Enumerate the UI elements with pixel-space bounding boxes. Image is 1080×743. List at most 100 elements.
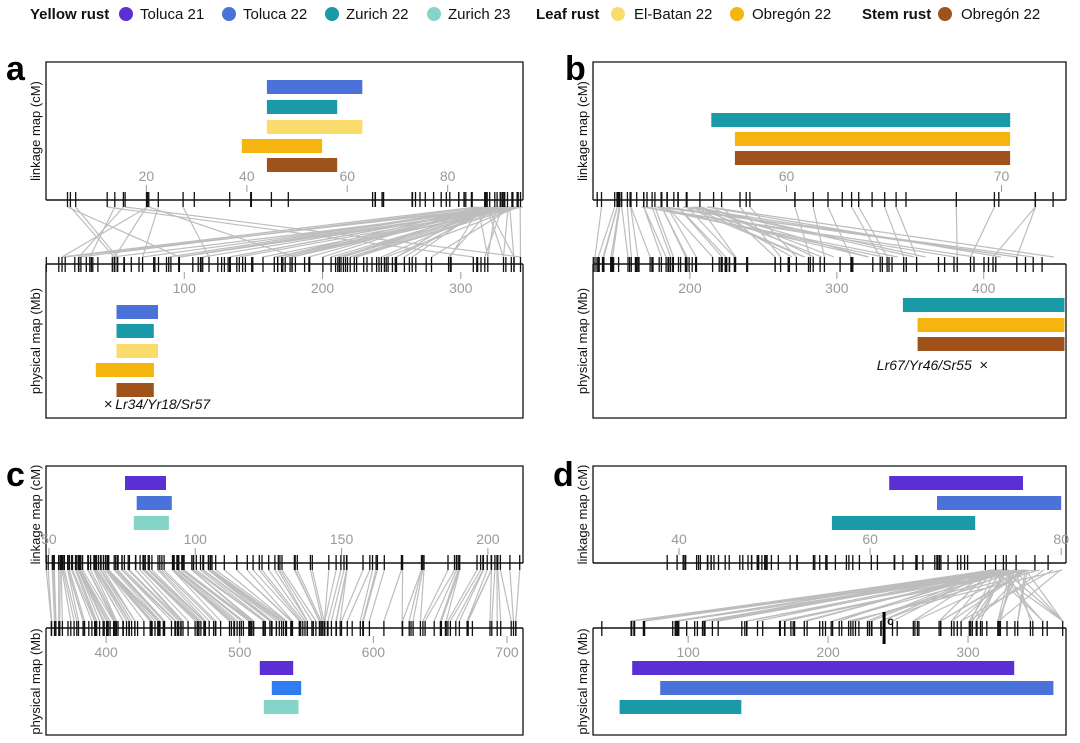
physical-interval-bar xyxy=(263,700,299,714)
physical-frame xyxy=(45,264,524,419)
physical-tick-label: 100 xyxy=(676,644,700,660)
connector-line xyxy=(402,569,423,622)
physical-axis-title: physical map (Mb) xyxy=(575,628,590,734)
connector-line xyxy=(239,206,515,258)
connector-line xyxy=(258,569,302,622)
connector-line xyxy=(486,206,505,258)
marker-connectors xyxy=(594,206,1054,258)
physical-frame xyxy=(45,628,524,736)
linkage-interval-bar xyxy=(133,516,169,530)
connector-line xyxy=(643,206,667,258)
legend-label: Zurich 23 xyxy=(448,6,511,23)
linkage-interval-bar xyxy=(889,476,1023,490)
connector-line xyxy=(979,569,1005,622)
connector-line xyxy=(339,569,348,622)
connector-line xyxy=(148,206,296,258)
connector-line xyxy=(487,206,515,258)
physical-tick-label: 400 xyxy=(94,644,118,660)
gene-label: Lr34/Yr18/Sr57 xyxy=(115,396,211,412)
connector-line xyxy=(94,569,124,622)
connector-line xyxy=(268,569,306,622)
connector-line xyxy=(458,569,484,622)
connector-line xyxy=(708,206,1054,258)
connector-line xyxy=(324,569,337,622)
physical-tick-label: 700 xyxy=(495,644,519,660)
connector-line xyxy=(75,206,118,258)
connector-line xyxy=(424,569,456,622)
connector-line xyxy=(215,569,287,622)
physical-interval-bar xyxy=(660,681,1054,695)
physical-interval-bar xyxy=(619,700,742,714)
linkage-tick-label: 80 xyxy=(440,168,456,184)
connector-line xyxy=(706,206,1002,258)
connector-line xyxy=(467,569,492,622)
connector-line xyxy=(466,569,488,622)
connector-line xyxy=(960,569,1015,622)
physical-tick-label: 300 xyxy=(825,280,849,296)
connector-line xyxy=(445,569,461,622)
connector-line xyxy=(509,569,515,622)
connector-line xyxy=(858,206,888,258)
linkage-tick-label: 40 xyxy=(671,531,687,547)
connector-line xyxy=(695,206,915,258)
panel-letter: b xyxy=(565,50,586,88)
connector-line xyxy=(502,206,509,258)
connector-line xyxy=(832,569,1003,622)
connector-line xyxy=(1013,569,1064,622)
connector-line xyxy=(630,206,639,258)
connector-line xyxy=(80,569,111,622)
connector-line xyxy=(309,569,323,622)
connector-line xyxy=(67,569,80,622)
linkage-interval-bar xyxy=(266,100,338,114)
connector-line xyxy=(178,206,515,258)
linkage-tick-label: 40 xyxy=(239,168,255,184)
connector-line xyxy=(651,206,672,258)
connector-line xyxy=(173,569,235,622)
connector-line xyxy=(1016,206,1036,258)
connector-line xyxy=(183,569,252,622)
linkage-axis-title: linkage map (cM) xyxy=(28,465,43,565)
connector-line xyxy=(98,569,130,622)
marker-ticks xyxy=(45,555,521,636)
physical-tick-label: 300 xyxy=(956,644,980,660)
linkage-interval-bar xyxy=(266,120,363,134)
connector-line xyxy=(61,569,72,622)
connector-line xyxy=(359,569,374,622)
connector-line xyxy=(323,569,330,622)
legend-label: Zurich 22 xyxy=(346,6,409,23)
connector-line xyxy=(71,569,96,622)
physical-axis-title: physical map (Mb) xyxy=(28,628,43,734)
marker-ticks xyxy=(601,555,1064,636)
linkage-interval-bar xyxy=(125,476,166,490)
panel-c: c linkage map (cM) physical map (Mb) 50 100 1… xyxy=(6,456,524,736)
connector-line xyxy=(151,569,205,622)
panel-d: d linkage map (cM) physical map (Mb) 40 60 80… xyxy=(553,456,1069,736)
connector-line xyxy=(362,569,377,622)
connector-line xyxy=(827,206,852,258)
connector-line xyxy=(880,569,999,622)
connector-line xyxy=(77,569,101,622)
connector-line xyxy=(79,569,109,622)
connector-line xyxy=(419,569,425,622)
connector-line xyxy=(704,569,997,622)
legend-group-title: Stem rust xyxy=(862,6,931,23)
connector-line xyxy=(90,569,117,622)
legend-swatch xyxy=(611,7,625,21)
physical-tick-label: 200 xyxy=(816,644,840,660)
connector-line xyxy=(139,569,189,622)
connector-line xyxy=(112,206,520,258)
linkage-axis-title: linkage map (cM) xyxy=(575,81,590,181)
physical-tick-label: 100 xyxy=(173,280,197,296)
connector-line xyxy=(884,206,905,258)
marker-ticks xyxy=(45,192,522,272)
connector-line xyxy=(431,206,514,258)
physical-frame xyxy=(592,628,1067,736)
highlight-marker-label: c xyxy=(887,614,894,628)
linkage-tick-label: 20 xyxy=(139,168,155,184)
linkage-interval-bar xyxy=(136,496,172,510)
connector-line xyxy=(330,569,345,622)
physical-frame xyxy=(592,264,1067,419)
physical-tick-label: 600 xyxy=(362,644,386,660)
legend-swatch xyxy=(427,7,441,21)
